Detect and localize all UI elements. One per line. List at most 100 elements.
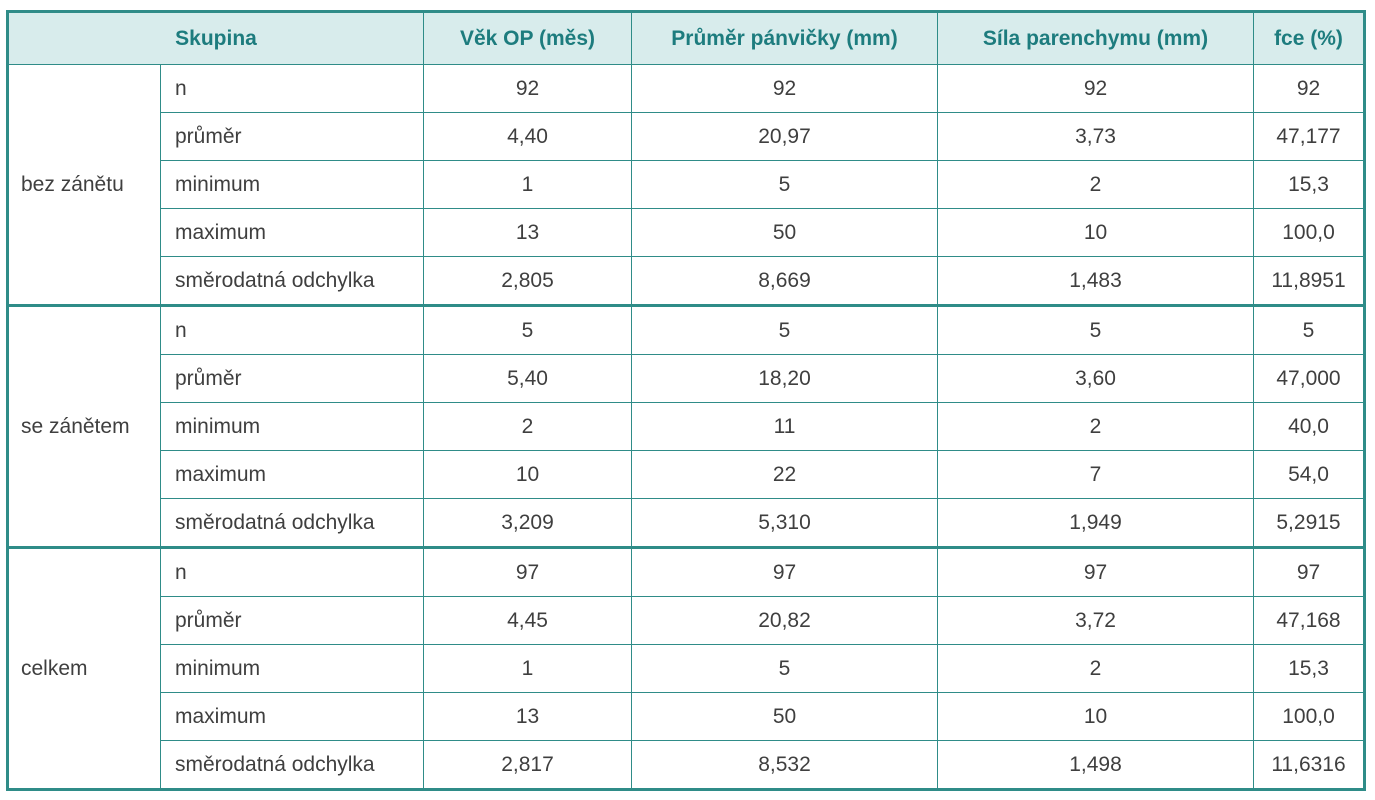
value-cell: 100,0 (1253, 692, 1365, 741)
value-cell: 54,0 (1253, 450, 1365, 499)
stat-label: průměr (160, 112, 424, 161)
value-cell: 2 (423, 402, 632, 451)
table-row: směrodatná odchylka 3,209 5,310 1,949 5,2915 (8, 498, 1365, 548)
header-skupina: Skupina (7, 11, 424, 65)
value-cell: 15,3 (1253, 160, 1365, 209)
stat-label: minimum (160, 160, 424, 209)
value-cell: 7 (937, 450, 1254, 499)
stat-label: průměr (160, 354, 424, 403)
value-cell: 13 (423, 208, 632, 257)
value-cell: 3,60 (937, 354, 1254, 403)
value-cell: 3,209 (423, 498, 632, 548)
value-cell: 10 (423, 450, 632, 499)
value-cell: 18,20 (631, 354, 938, 403)
table-row: minimum 1 5 2 15,3 (8, 644, 1365, 693)
stat-label: n (160, 64, 424, 113)
group-label: celkem (7, 546, 161, 790)
header-vek-op: Věk OP (měs) (423, 11, 632, 65)
statistics-table-container: Skupina Věk OP (měs) Průměr pánvičky (mm… (6, 10, 1366, 791)
table-row: minimum 2 11 2 40,0 (8, 402, 1365, 451)
table-row: bez zánětu n 92 92 92 92 (7, 64, 1365, 306)
value-cell: 92 (937, 64, 1254, 113)
value-cell: 22 (631, 450, 938, 499)
stat-label: směrodatná odchylka (160, 740, 424, 790)
stat-label: n (160, 546, 424, 597)
value-cell: 13 (423, 692, 632, 741)
stat-label: průměr (160, 596, 424, 645)
value-cell: 10 (937, 208, 1254, 257)
table-row: průměr 5,40 18,20 3,60 47,000 (8, 354, 1365, 403)
value-cell: 3,72 (937, 596, 1254, 645)
table-header-row: Skupina Věk OP (měs) Průměr pánvičky (mm… (7, 11, 1365, 65)
value-cell: 47,168 (1253, 596, 1365, 645)
table-row: průměr 4,45 20,82 3,72 47,168 (8, 596, 1365, 645)
value-cell: 1 (423, 644, 632, 693)
value-cell: 97 (423, 546, 632, 597)
value-cell: 1,483 (937, 256, 1254, 306)
table-row: průměr 4,40 20,97 3,73 47,177 (8, 112, 1365, 161)
value-cell: 1,498 (937, 740, 1254, 790)
value-cell: 8,532 (631, 740, 938, 790)
stat-label: směrodatná odchylka (160, 256, 424, 306)
value-cell: 40,0 (1253, 402, 1365, 451)
value-cell: 11,8951 (1253, 256, 1365, 306)
value-cell: 97 (937, 546, 1254, 597)
value-cell: 5 (631, 160, 938, 209)
value-cell: 5 (1253, 304, 1365, 355)
value-cell: 92 (423, 64, 632, 113)
value-cell: 5,40 (423, 354, 632, 403)
value-cell: 4,40 (423, 112, 632, 161)
value-cell: 5 (937, 304, 1254, 355)
table-row: maximum 13 50 10 100,0 (8, 692, 1365, 741)
value-cell: 2 (937, 644, 1254, 693)
value-cell: 5,2915 (1253, 498, 1365, 548)
stat-label: maximum (160, 692, 424, 741)
table-row: maximum 13 50 10 100,0 (8, 208, 1365, 257)
value-cell: 97 (631, 546, 938, 597)
value-cell: 2,805 (423, 256, 632, 306)
value-cell: 8,669 (631, 256, 938, 306)
value-cell: 2,817 (423, 740, 632, 790)
value-cell: 15,3 (1253, 644, 1365, 693)
value-cell: 97 (1253, 546, 1365, 597)
value-cell: 92 (1253, 64, 1365, 113)
table-row: celkem n 97 97 97 97 (7, 546, 1365, 790)
value-cell: 5 (631, 644, 938, 693)
statistics-table: Skupina Věk OP (měs) Průměr pánvičky (mm… (6, 10, 1366, 791)
value-cell: 50 (631, 692, 938, 741)
stat-label: minimum (160, 644, 424, 693)
table-row: směrodatná odchylka 2,805 8,669 1,483 11,895… (8, 256, 1365, 306)
value-cell: 2 (937, 160, 1254, 209)
value-cell: 92 (631, 64, 938, 113)
table-row: minimum 1 5 2 15,3 (8, 160, 1365, 209)
value-cell: 47,000 (1253, 354, 1365, 403)
header-sila-parenchymu: Síla parenchymu (mm) (937, 11, 1254, 65)
stat-label: minimum (160, 402, 424, 451)
header-prumer-panvicky: Průměr pánvičky (mm) (631, 11, 938, 65)
value-cell: 3,73 (937, 112, 1254, 161)
value-cell: 10 (937, 692, 1254, 741)
value-cell: 2 (937, 402, 1254, 451)
value-cell: 50 (631, 208, 938, 257)
stat-label: směrodatná odchylka (160, 498, 424, 548)
table-row: směrodatná odchylka 2,817 8,532 1,498 11,631… (8, 740, 1365, 790)
cropped-caption-strip (0, 0, 1375, 8)
table-body: bez zánětu n 92 92 92 92 průměr 4,40 20,97 3,73 47… (7, 64, 1365, 790)
table-row: maximum 10 22 7 54,0 (8, 450, 1365, 499)
value-cell: 5 (423, 304, 632, 355)
header-fce: fce (%) (1253, 11, 1365, 65)
value-cell: 1 (423, 160, 632, 209)
table-row: se zánětem n 5 5 5 5 (7, 304, 1365, 548)
value-cell: 20,97 (631, 112, 938, 161)
group-label: se zánětem (7, 304, 161, 548)
stat-label: maximum (160, 208, 424, 257)
value-cell: 11,6316 (1253, 740, 1365, 790)
group-label: bez zánětu (7, 64, 161, 306)
stat-label: n (160, 304, 424, 355)
stat-label: maximum (160, 450, 424, 499)
value-cell: 47,177 (1253, 112, 1365, 161)
value-cell: 4,45 (423, 596, 632, 645)
value-cell: 100,0 (1253, 208, 1365, 257)
value-cell: 11 (631, 402, 938, 451)
value-cell: 5,310 (631, 498, 938, 548)
